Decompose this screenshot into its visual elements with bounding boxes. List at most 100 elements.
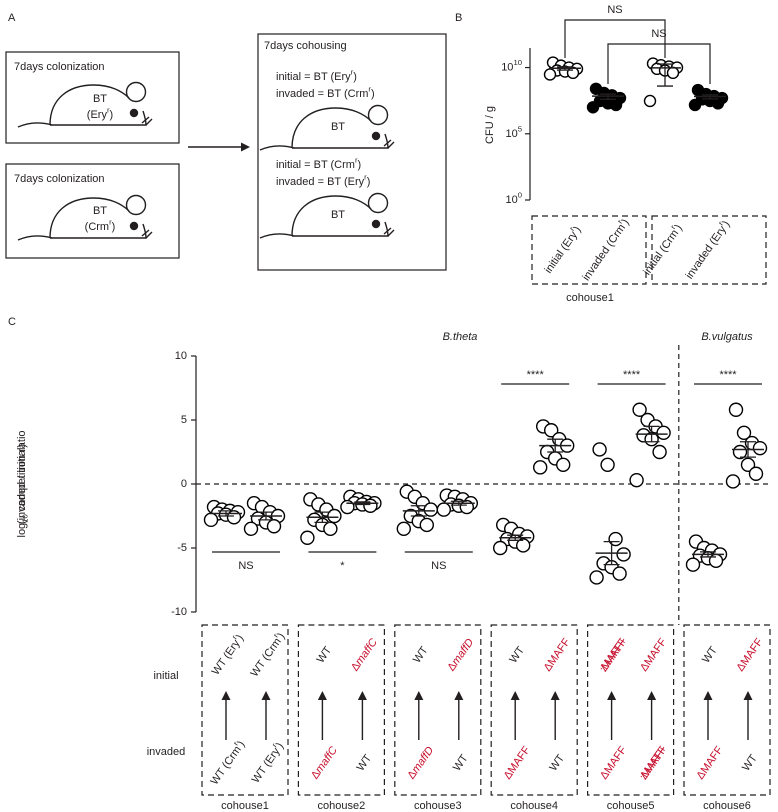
text-run: r <box>231 740 240 748</box>
mouse-label: BT <box>331 209 345 221</box>
text-run: r <box>364 173 367 182</box>
significance-bracket <box>607 43 711 84</box>
text-run: r <box>355 156 358 165</box>
data-point <box>396 521 411 536</box>
significance-bracket <box>564 19 666 58</box>
text-line: initial (Crmr) <box>638 221 684 278</box>
data-point <box>643 94 657 108</box>
text-line: invaded = BT (Crmr) <box>276 85 375 100</box>
text-run: r <box>716 219 725 227</box>
text-line: ΔmaffC <box>349 636 380 673</box>
data-point <box>266 519 282 534</box>
cohousing-box <box>257 33 447 271</box>
text-run: competition ratio <box>16 430 28 514</box>
text-run: WT <box>355 752 375 773</box>
y-tick-label: 105 <box>505 124 522 139</box>
text-line: log10 competition ratio <box>16 430 29 537</box>
text-run: r <box>270 741 279 749</box>
cohouse-box <box>490 624 578 796</box>
text-run: invaded (Crm <box>580 222 628 283</box>
y-tick-label: 100 <box>505 191 522 206</box>
colonization-box <box>5 163 180 259</box>
data-point <box>543 68 557 81</box>
invaded-strain: WT <box>547 752 567 773</box>
significance-label: NS <box>651 28 666 40</box>
data-point <box>740 457 756 472</box>
text-line: initial = BT (Eryr) <box>276 68 357 83</box>
mouse-icon <box>17 194 153 241</box>
text-run: ) <box>358 159 362 171</box>
initial-strain: WT <box>507 644 527 665</box>
text-run: ) <box>110 109 114 121</box>
text-line: WT <box>355 752 375 773</box>
text-line: ΔMAFF <box>542 636 573 674</box>
data-point <box>203 512 219 528</box>
initial-label: initial = BT (Eryr) <box>276 68 357 83</box>
error-bar <box>700 551 716 558</box>
text-line: WT <box>411 644 431 665</box>
invaded-label: invaded = BT (Crmr) <box>276 85 375 100</box>
data-point <box>323 521 338 536</box>
text-run: 5 <box>518 124 522 133</box>
text-run: ) <box>112 221 116 233</box>
initial-strain: WT <box>411 644 431 665</box>
invaded-label: invaded = BT (Eryr) <box>276 173 370 188</box>
text-run: WT <box>740 752 760 773</box>
data-point <box>589 570 604 585</box>
cohouse-box <box>297 624 385 796</box>
strain-label: (Crmr) <box>85 218 116 233</box>
panel-label: B <box>455 12 462 24</box>
box-title: 7days colonization <box>14 173 105 185</box>
text-line: (Crmr) <box>85 218 116 233</box>
y-tick-label: 0 <box>181 478 187 490</box>
invaded-strain: WT <box>740 752 760 773</box>
text-line: (invaded / initial) <box>16 444 28 524</box>
text-run: invaded = BT (Ery <box>276 176 365 188</box>
y-tick-label: 5 <box>181 414 187 426</box>
text-line: ΔMAFF <box>638 636 669 674</box>
text-run: maffC <box>353 636 380 667</box>
error-bar <box>702 94 718 100</box>
text-run: ΔMAFF <box>638 636 669 674</box>
text-run: 10 <box>20 514 29 523</box>
text-run: r <box>109 218 112 227</box>
text-line: invaded = BT (Eryr) <box>276 173 370 188</box>
text-run: log <box>16 523 28 538</box>
category-label: invaded (Eryr) <box>681 217 733 281</box>
data-point <box>516 538 531 553</box>
y-tick-label: -5 <box>177 542 187 554</box>
text-run: WT <box>411 644 431 665</box>
text-line: :MAFF+ <box>597 635 629 674</box>
cohouse-label: cohouse2 <box>318 800 366 812</box>
text-run: maffD <box>410 744 437 775</box>
text-line: WT <box>700 644 720 665</box>
initial-strain: ΔMAFF:MAFF+ <box>597 635 629 674</box>
mouse-icon <box>259 104 395 151</box>
data-point <box>592 442 607 457</box>
text-line: 1010 <box>501 58 522 73</box>
data-point <box>327 508 342 524</box>
text-line: ΔMAFF <box>694 744 725 782</box>
chart-title: B.theta <box>443 331 478 343</box>
text-line: WT <box>740 752 760 773</box>
row-label: invaded <box>147 746 186 758</box>
error-bar <box>740 441 756 458</box>
invaded-strain: ΔmaffD <box>405 744 436 781</box>
panel-label: C <box>8 316 16 328</box>
cohouse-box <box>683 624 771 796</box>
data-point <box>652 444 667 460</box>
cohouse-label: cohouse4 <box>510 800 558 812</box>
text-run: ) <box>275 631 287 641</box>
category-label: initial (Crmr) <box>638 221 684 278</box>
data-point <box>725 474 741 489</box>
row-label: initial <box>153 670 178 682</box>
y-axis-label: log10 competition ratio(invaded / initia… <box>16 430 29 537</box>
text-run: initial (Ery <box>542 229 580 276</box>
cohouse-box <box>586 624 675 796</box>
text-line: WT (Eryr) <box>247 739 286 786</box>
text-run: ) <box>235 739 247 749</box>
text-run: WT <box>451 752 471 773</box>
invaded-strain: ΔMAFF <box>598 744 629 782</box>
mouse-label: BT <box>331 121 345 133</box>
cohouse-box <box>201 624 289 796</box>
